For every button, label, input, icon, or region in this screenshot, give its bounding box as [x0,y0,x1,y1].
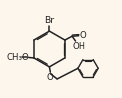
Text: O: O [47,73,54,82]
Text: O: O [72,42,79,51]
Text: O: O [79,31,86,40]
Text: CH₃: CH₃ [6,53,22,62]
Text: O: O [21,53,28,62]
Text: H: H [78,42,84,51]
Text: Br: Br [44,16,54,25]
